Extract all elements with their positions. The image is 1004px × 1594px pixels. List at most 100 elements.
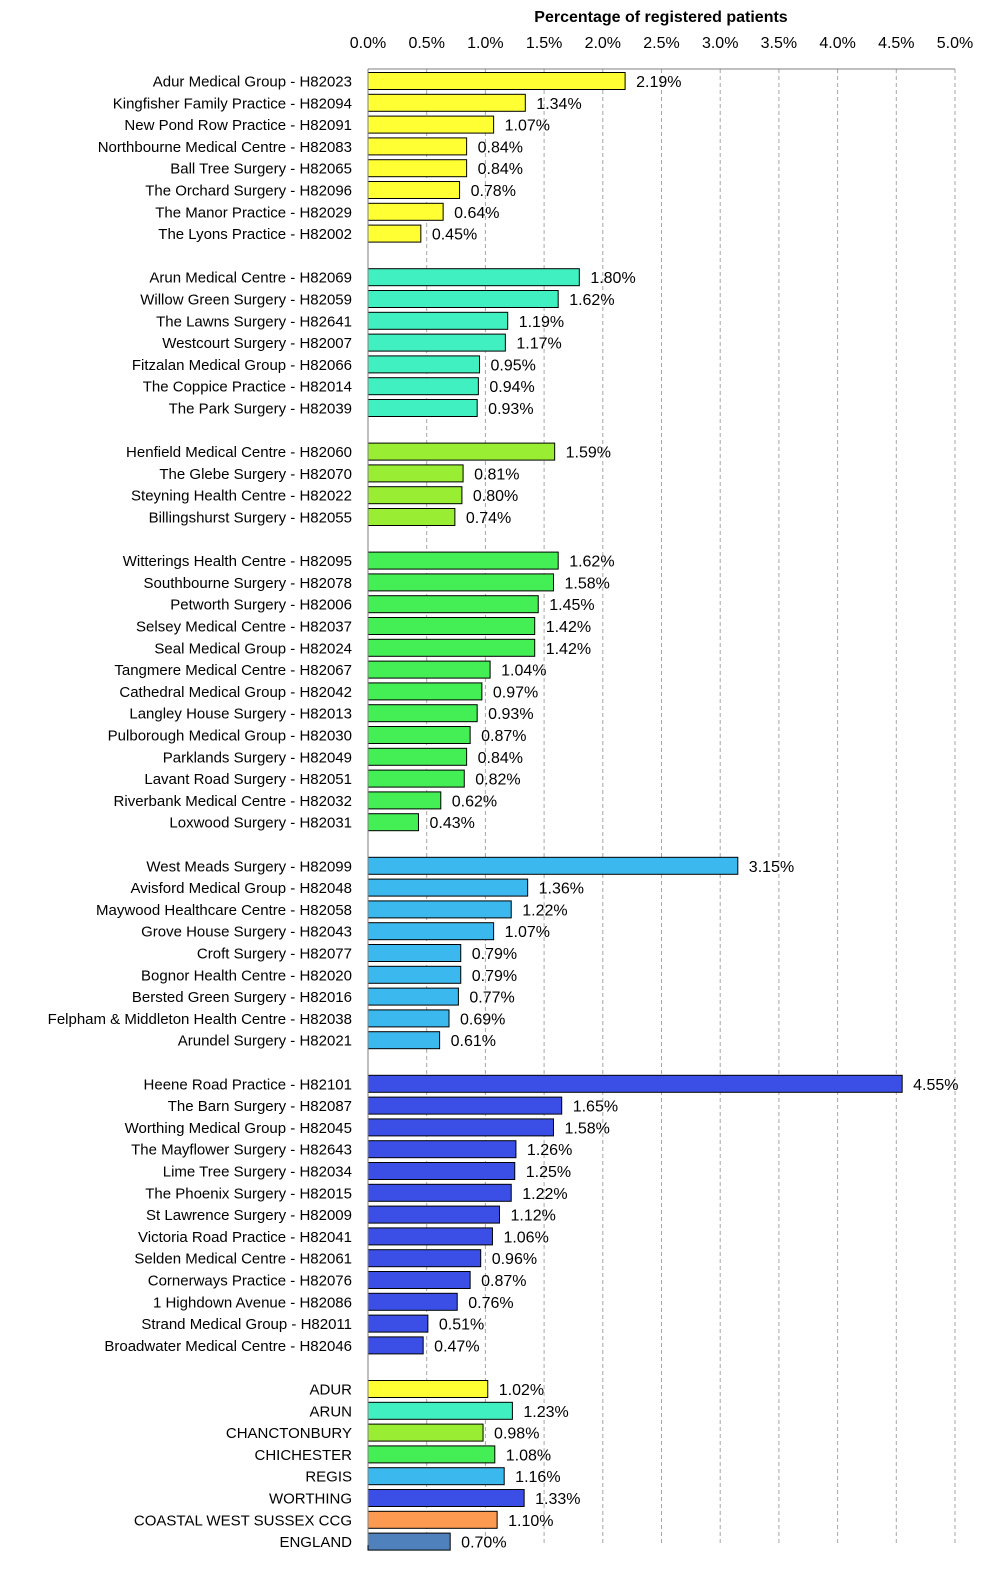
bar bbox=[367, 1031, 441, 1050]
category-label: The Mayflower Surgery - H82643 bbox=[131, 1142, 352, 1159]
bar bbox=[367, 268, 580, 287]
category-label: Lime Tree Surgery - H82034 bbox=[163, 1164, 352, 1181]
bar-row: Northbourne Medical Centre - H82083 0.84% bbox=[98, 137, 523, 156]
bar-row: Petworth Surgery - H82006 1.45% bbox=[170, 595, 595, 614]
bar bbox=[367, 399, 478, 417]
bar-row: Strand Medical Group - H82011 0.51% bbox=[141, 1314, 484, 1334]
bar-row: The Mayflower Surgery - H82643 1.26% bbox=[131, 1140, 572, 1159]
bar bbox=[367, 137, 468, 156]
category-label: Henfield Medical Centre - H82060 bbox=[126, 444, 352, 461]
bar-row: Westcourt Surgery - H82007 1.17% bbox=[162, 333, 562, 353]
category-label: Avisford Medical Group - H82048 bbox=[131, 880, 353, 897]
bar bbox=[367, 1009, 450, 1028]
data-label: 0.79% bbox=[472, 946, 517, 963]
bar-row: Adur Medical Group - H82023 2.19% bbox=[153, 72, 681, 91]
category-label: Cathedral Medical Group - H82042 bbox=[119, 684, 352, 701]
category-label: Riverbank Medical Centre - H82032 bbox=[114, 793, 352, 810]
x-tick-label: 5.0% bbox=[937, 35, 973, 52]
data-label: 1.42% bbox=[546, 619, 591, 636]
bar-row: Willow Green Surgery - H82059 1.62% bbox=[140, 290, 615, 309]
bar-row: Cornerways Practice - H82076 0.87% bbox=[148, 1271, 527, 1290]
data-label: 0.84% bbox=[478, 750, 523, 767]
category-label: Seal Medical Group - H82024 bbox=[154, 640, 352, 657]
category-label: CHANCTONBURY bbox=[226, 1425, 352, 1442]
data-label: 0.84% bbox=[478, 139, 523, 156]
x-tick-label: 4.0% bbox=[819, 35, 855, 52]
bar bbox=[367, 181, 461, 199]
bar bbox=[367, 1096, 563, 1115]
data-label: 1.10% bbox=[508, 1513, 553, 1530]
data-label: 1.26% bbox=[527, 1142, 572, 1159]
data-label: 0.93% bbox=[488, 706, 533, 723]
bar-row: Henfield Medical Centre - H82060 1.59% bbox=[126, 442, 611, 462]
bar bbox=[367, 769, 465, 788]
data-label: 1.16% bbox=[515, 1469, 560, 1486]
bar-row: St Lawrence Surgery - H82009 1.12% bbox=[146, 1205, 556, 1225]
data-label: 3.15% bbox=[749, 859, 794, 876]
bar-row: West Meads Surgery - H82099 3.15% bbox=[146, 856, 794, 876]
bar bbox=[367, 1423, 484, 1442]
data-label: 0.69% bbox=[460, 1011, 505, 1028]
category-label: Steyning Health Centre - H82022 bbox=[131, 488, 352, 505]
bar-row: ADUR 1.02% bbox=[309, 1380, 544, 1399]
category-label: Southbourne Surgery - H82078 bbox=[144, 575, 352, 592]
data-label: 0.47% bbox=[434, 1338, 479, 1355]
bar bbox=[367, 464, 464, 483]
data-label: 0.76% bbox=[468, 1295, 513, 1312]
bar-row: Loxwood Surgery - H82031 0.43% bbox=[169, 813, 475, 832]
bar-row: Arun Medical Centre - H82069 1.80% bbox=[149, 268, 636, 287]
data-label: 0.61% bbox=[451, 1033, 496, 1050]
bar-row: The Coppice Practice - H82014 0.94% bbox=[143, 377, 535, 396]
data-label: 1.59% bbox=[566, 445, 611, 462]
category-label: Willow Green Surgery - H82059 bbox=[140, 292, 352, 309]
bar-row: Kingfisher Family Practice - H82094 1.34% bbox=[113, 93, 582, 113]
data-label: 1.06% bbox=[503, 1229, 548, 1246]
bar bbox=[367, 355, 481, 374]
bar bbox=[367, 1183, 512, 1202]
bar bbox=[367, 333, 506, 352]
data-label: 0.93% bbox=[488, 401, 533, 418]
bar-row: Billingshurst Surgery - H82055 0.74% bbox=[149, 508, 511, 527]
bar bbox=[367, 290, 559, 308]
bar bbox=[367, 944, 462, 962]
x-tick-label: 2.5% bbox=[643, 35, 679, 52]
bars: Adur Medical Group - H82023 2.19% Kingfish… bbox=[48, 72, 959, 1552]
data-label: 0.81% bbox=[474, 466, 519, 483]
bar-row: Selsey Medical Centre - H82037 1.42% bbox=[136, 617, 591, 636]
category-label: Pulborough Medical Group - H82030 bbox=[108, 728, 352, 745]
category-label: The Phoenix Surgery - H82015 bbox=[145, 1185, 352, 1202]
axis-title: Percentage of registered patients bbox=[534, 9, 788, 26]
data-label: 0.43% bbox=[429, 815, 474, 832]
data-label: 1.34% bbox=[536, 96, 581, 113]
data-label: 1.22% bbox=[522, 1186, 567, 1203]
bar-row: Selden Medical Centre - H82061 0.96% bbox=[134, 1249, 537, 1268]
category-label: Ball Tree Surgery - H82065 bbox=[170, 161, 352, 178]
data-label: 1.58% bbox=[564, 1120, 609, 1137]
x-tick-label: 4.5% bbox=[878, 35, 914, 52]
bar bbox=[367, 747, 468, 766]
data-label: 0.87% bbox=[481, 728, 526, 745]
bar-row: Worthing Medical Group - H82045 1.58% bbox=[125, 1118, 610, 1137]
data-label: 1.62% bbox=[569, 292, 614, 309]
data-label: 1.23% bbox=[523, 1404, 568, 1421]
bar bbox=[367, 595, 539, 614]
bar bbox=[367, 508, 456, 526]
bar-row: Croft Surgery - H82077 0.79% bbox=[197, 944, 517, 963]
bar bbox=[367, 726, 471, 744]
category-label: CHICHESTER bbox=[254, 1447, 352, 1464]
bar bbox=[367, 1271, 471, 1289]
bar-row: Broadwater Medical Centre - H82046 0.47% bbox=[104, 1336, 480, 1355]
bar-row: The Manor Practice - H82029 0.64% bbox=[155, 202, 500, 222]
data-label: 0.74% bbox=[466, 510, 511, 527]
bar-row: Felpham & Middleton Health Centre - H820… bbox=[48, 1009, 505, 1028]
category-label: Selsey Medical Centre - H82037 bbox=[136, 619, 352, 636]
data-label: 1.07% bbox=[505, 118, 550, 135]
data-label: 1.62% bbox=[569, 554, 614, 571]
bar bbox=[367, 551, 559, 570]
category-label: ARUN bbox=[309, 1403, 352, 1420]
bar-row: The Park Surgery - H82039 0.93% bbox=[169, 399, 534, 418]
data-label: 4.55% bbox=[913, 1077, 958, 1094]
bar-row: New Pond Row Practice - H82091 1.07% bbox=[124, 115, 550, 135]
bar-row: Pulborough Medical Group - H82030 0.87% bbox=[108, 726, 527, 745]
data-label: 1.42% bbox=[546, 641, 591, 658]
